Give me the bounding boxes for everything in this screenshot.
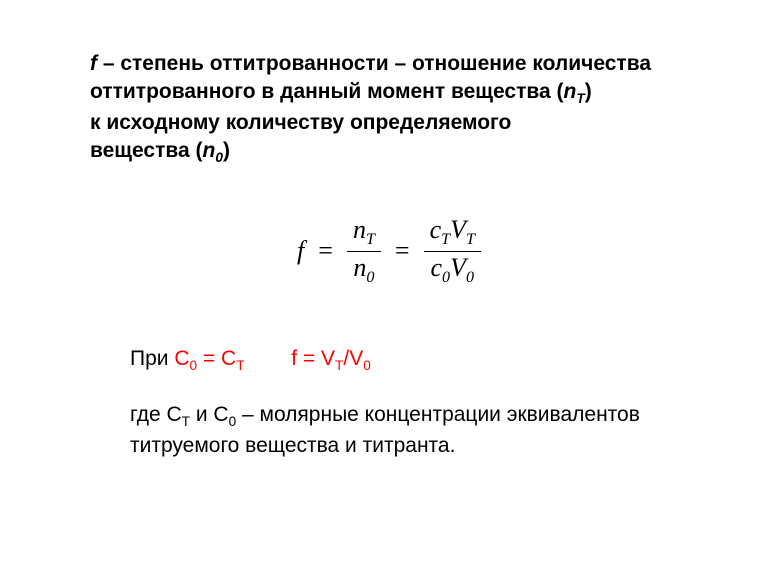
frac2-bar (424, 251, 481, 252)
f2n-csub: T (441, 231, 450, 248)
f2n-c: c (430, 215, 442, 244)
var-nT-base: n (564, 80, 577, 103)
definition-paragraph: f – степень оттитрованности – отношение … (90, 50, 688, 168)
def-line1: f – степень оттитрованности – отношение … (90, 52, 651, 75)
condition-line: При C0 = CT f = VT/V0 (130, 345, 688, 376)
nc1s: T (182, 415, 190, 430)
e2slash: /V (343, 347, 363, 370)
slide: f – степень оттитрованности – отношение … (0, 0, 768, 576)
def-line4: вещества (n0) (90, 139, 230, 162)
cond-red-2: f = VT/V0 (291, 347, 371, 370)
def-l1-text: – степень оттитрованности – отношение ко… (97, 52, 651, 75)
e2l: f = V (291, 347, 335, 370)
cond-gap (245, 347, 292, 370)
frac1-den: n0 (347, 254, 380, 287)
var-n0-sub: 0 (215, 150, 223, 165)
def-l4-a: вещества ( (90, 139, 203, 162)
f2d-c: c (430, 253, 442, 282)
f2n-vsub: T (466, 231, 475, 248)
frac1-num: nT (347, 216, 381, 249)
note-a: где (130, 403, 166, 426)
f2d-vsub: 0 (466, 269, 474, 286)
note-b: – молярные концентрации эквивалентов (236, 403, 640, 426)
formula: f = nT n0 = cTVT c0V0 (297, 216, 481, 287)
f2d-csub: 0 (442, 269, 450, 286)
frac1-num-base: n (353, 215, 366, 244)
def-l4-b: ) (223, 139, 230, 162)
def-line3: к исходному количеству определяемого (90, 111, 511, 134)
note-mid: и (190, 403, 213, 426)
c0s: 0 (190, 358, 198, 373)
equals-1: = (318, 236, 333, 266)
frac1-bar (347, 251, 381, 252)
frac1-den-base: n (353, 253, 366, 282)
var-nT-sub: T (576, 92, 584, 107)
frac2-num: cTVT (424, 216, 481, 249)
note-line2: титруемого вещества и титранта. (130, 434, 455, 457)
ctb: C (221, 347, 236, 370)
var-f: f (90, 52, 97, 75)
equals-2: = (395, 236, 410, 266)
nc1b: C (166, 403, 181, 426)
f2n-v: V (450, 215, 466, 244)
cmid: = (197, 347, 221, 370)
fraction-1: nT n0 (347, 216, 381, 287)
cond-prefix: При (130, 347, 174, 370)
condition-block: При C0 = CT f = VT/V0 где CT и C0 – моля… (90, 345, 688, 461)
cts: T (236, 358, 244, 373)
frac1-num-sub: T (366, 231, 375, 248)
fraction-2: cTVT c0V0 (424, 216, 481, 287)
frac2-den: c0V0 (424, 254, 480, 287)
e2rs: 0 (363, 358, 371, 373)
note-paragraph: где CT и C0 – молярные концентрации экви… (130, 401, 688, 460)
formula-lhs: f (297, 236, 304, 266)
var-n0-base: n (203, 139, 216, 162)
frac1-den-sub: 0 (366, 269, 374, 286)
f2d-v: V (450, 253, 466, 282)
nc2b: C (213, 403, 228, 426)
formula-block: f = nT n0 = cTVT c0V0 (90, 216, 688, 287)
def-l2-b: ) (585, 80, 592, 103)
c0b: C (174, 347, 189, 370)
def-l2-a: оттитрованного в данный момент вещества … (90, 80, 564, 103)
cond-red-1: C0 = CT (174, 347, 244, 370)
def-line2: оттитрованного в данный момент вещества … (90, 80, 592, 103)
